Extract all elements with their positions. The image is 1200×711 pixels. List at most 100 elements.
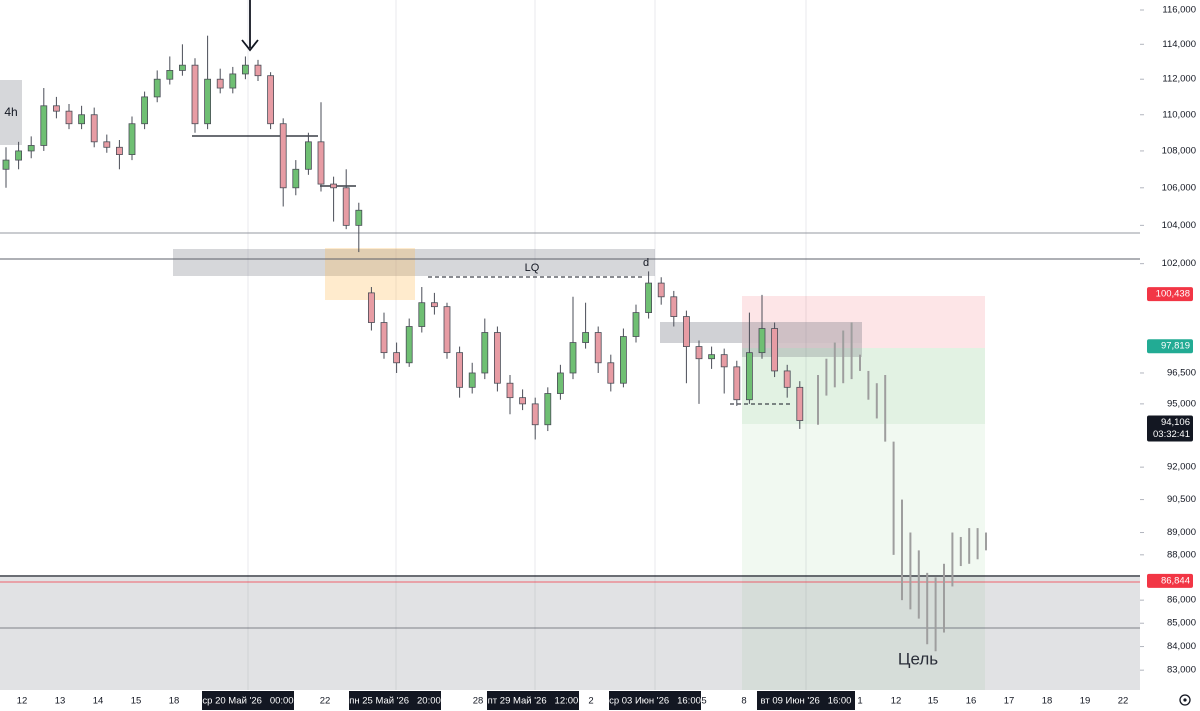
grid — [247, 0, 807, 690]
timeframe-label: 4h — [4, 105, 17, 119]
candle-body — [141, 96, 149, 125]
candle-body — [40, 105, 48, 146]
candle-body — [468, 372, 476, 388]
candle-body — [620, 336, 627, 384]
candle-body — [708, 354, 715, 360]
candle-body — [279, 123, 287, 189]
y-tick-label: 92,000 — [1167, 462, 1196, 473]
x-tick-label: пн 25 Май '26 20:00 — [349, 696, 441, 707]
y-tick-label: 106,000 — [1162, 182, 1196, 193]
candle-body — [695, 346, 703, 360]
x-tick-label: ср 20 Май '26 00:00 — [202, 696, 293, 707]
x-tick-label: вт 09 Июн '26 16:00 — [761, 696, 852, 707]
x-tick-label: 2 — [588, 696, 593, 707]
price-tag-label: 94,106 — [1161, 417, 1190, 428]
candle-body — [557, 372, 564, 394]
candle-body — [191, 64, 199, 125]
candle-body — [796, 386, 804, 421]
x-label-bg — [202, 691, 294, 710]
x-tick-label: 15 — [131, 696, 142, 707]
candle-body — [216, 78, 224, 89]
candle-body — [531, 403, 539, 426]
y-tick-label: 88,000 — [1167, 549, 1196, 560]
price-tag — [1147, 415, 1193, 442]
candle-body — [594, 332, 602, 364]
price-tag — [1147, 287, 1193, 302]
candle-body — [65, 110, 73, 125]
x-tick-label: 14 — [93, 696, 104, 707]
x-label-bg — [609, 691, 701, 710]
lq-label: LQ — [525, 262, 540, 274]
x-label-bg — [757, 691, 855, 710]
candle-body — [90, 114, 98, 143]
candle-body — [632, 312, 640, 337]
candle-body — [607, 362, 615, 384]
candle-body — [380, 322, 388, 354]
candle-body — [481, 332, 489, 374]
candle-body — [103, 141, 111, 148]
d-label: d — [643, 257, 649, 269]
candle-body — [544, 393, 552, 426]
candle-body — [355, 209, 363, 226]
candle-body — [292, 168, 300, 189]
candle-body — [733, 366, 741, 401]
liquidity-zone — [173, 249, 655, 276]
y-tick-label: 83,000 — [1167, 665, 1196, 676]
price-axis — [1140, 0, 1200, 711]
y-tick-label: 90,500 — [1167, 494, 1196, 505]
x-tick-label: ср 03 Июн '26 16:00 — [609, 696, 701, 707]
candle-body — [783, 370, 791, 388]
y-tick-label: 95,000 — [1167, 398, 1196, 409]
candle-body — [393, 352, 401, 364]
x-label-bg — [349, 691, 441, 710]
candle-body — [78, 114, 85, 125]
candle-body — [519, 397, 526, 405]
candle-body — [128, 123, 136, 155]
y-tick-label: 112,000 — [1162, 74, 1196, 85]
profit-zone — [742, 348, 985, 424]
x-tick-label: 13 — [55, 696, 66, 707]
candle-body — [166, 70, 174, 80]
price-tag-countdown: 03:32:41 — [1153, 429, 1190, 440]
candle-body — [367, 292, 375, 323]
candle-body — [27, 145, 35, 152]
candle-body — [342, 187, 350, 226]
zones — [0, 0, 1140, 690]
y-tick-label: 89,000 — [1167, 527, 1196, 538]
candle-body — [405, 326, 413, 364]
price-tag — [1147, 573, 1193, 588]
candle-body — [443, 306, 451, 354]
x-tick-label: 18 — [1042, 696, 1053, 707]
x-label-bg — [487, 691, 579, 710]
x-tick-label: 17 — [1004, 696, 1015, 707]
y-tick-label: 102,000 — [1162, 258, 1196, 269]
candle-body — [657, 282, 665, 298]
candle-body — [720, 354, 728, 368]
price-tag-label: 86,844 — [1161, 575, 1190, 586]
candle-body — [645, 282, 652, 313]
demand-zone — [0, 577, 1140, 690]
price-tag-label: 100,438 — [1156, 289, 1190, 300]
axes: 116,000 114,000 112,000 110,000 108,000 106,0… — [17, 5, 1196, 710]
candle-body — [241, 64, 249, 75]
candle-body — [670, 296, 678, 317]
candle-body — [254, 64, 262, 77]
profit-zone-extended — [742, 424, 985, 690]
candle-body — [304, 141, 312, 170]
price-tag-label: 97,819 — [1161, 341, 1190, 352]
candles — [2, 35, 987, 652]
y-tick-label: 116,000 — [1162, 5, 1196, 16]
price-tag — [1147, 339, 1193, 354]
y-tick-label: 85,000 — [1167, 618, 1196, 629]
candle-body — [582, 332, 589, 343]
y-tick-label: 110,000 — [1162, 109, 1196, 120]
settings-button[interactable] — [1179, 694, 1191, 706]
annotations: 4h LQ d Цель — [4, 105, 938, 668]
x-tick-label: 22 — [1118, 696, 1129, 707]
candle-body — [569, 342, 577, 374]
candle-body — [2, 159, 10, 170]
timeframe-box — [0, 80, 22, 145]
y-tick-label: 108,000 — [1162, 145, 1196, 156]
candle-body — [506, 382, 514, 399]
